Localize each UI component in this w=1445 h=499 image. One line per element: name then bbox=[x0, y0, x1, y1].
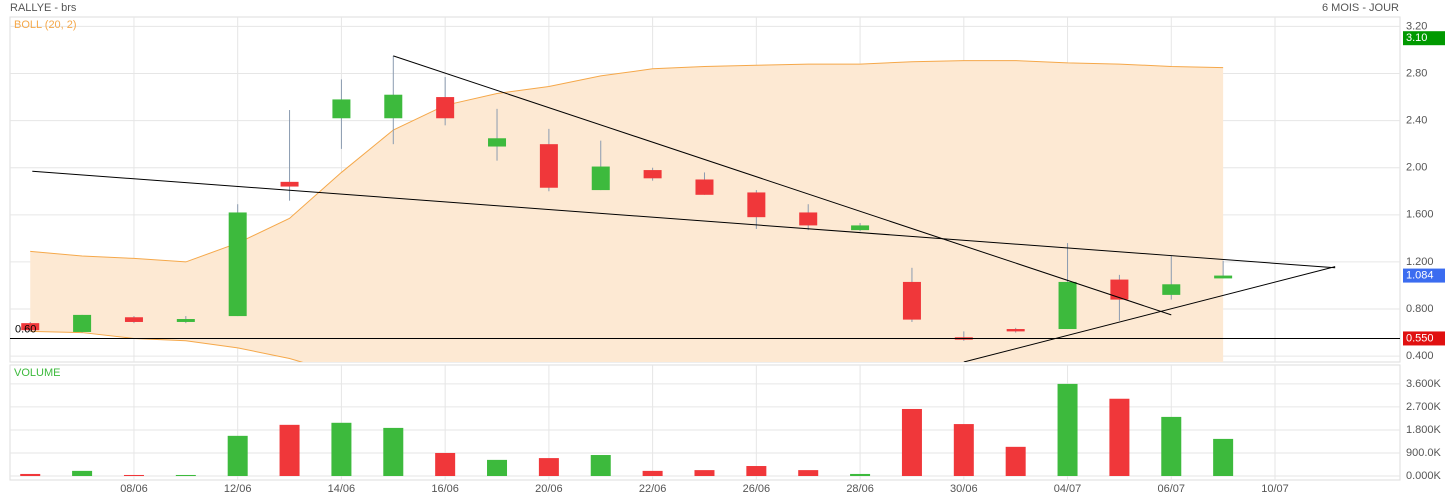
candle-body bbox=[488, 138, 507, 147]
volume-tick-label: 900.0K bbox=[1406, 447, 1442, 459]
volume-bar bbox=[953, 424, 974, 476]
period: 6 MOIS - JOUR bbox=[1322, 2, 1399, 14]
candle-body bbox=[280, 181, 299, 187]
candle-body bbox=[176, 319, 195, 322]
annotation: 0.60 bbox=[15, 323, 36, 335]
volume-bar bbox=[746, 466, 767, 476]
x-tick-label: 20/06 bbox=[535, 483, 563, 495]
trendline bbox=[963, 266, 1336, 362]
candle-body bbox=[591, 166, 610, 191]
volume-bar bbox=[538, 458, 559, 476]
volume-tick-label: 3.600K bbox=[1406, 378, 1442, 390]
volume-bar bbox=[1213, 438, 1234, 476]
trendline bbox=[32, 170, 1336, 269]
volume-bar bbox=[1161, 416, 1182, 476]
price-tag-label: 1.084 bbox=[1406, 269, 1434, 281]
candle-body bbox=[436, 97, 455, 119]
price-tag bbox=[1403, 331, 1445, 346]
x-tick-label: 08/06 bbox=[120, 483, 148, 495]
bollinger-area bbox=[30, 60, 1224, 362]
x-tick-label: 12/06 bbox=[224, 483, 252, 495]
candle-body bbox=[73, 314, 92, 332]
candle-body bbox=[384, 94, 403, 119]
x-tick-label: 04/07 bbox=[1054, 483, 1082, 495]
volume-bar bbox=[487, 459, 508, 476]
candle-body bbox=[332, 99, 351, 119]
price-tag bbox=[1403, 268, 1445, 283]
x-tick-label: 06/07 bbox=[1158, 483, 1186, 495]
volume-bar bbox=[694, 470, 715, 476]
x-tick-label: 22/06 bbox=[639, 483, 667, 495]
x-tick-label: 28/06 bbox=[846, 483, 874, 495]
volume-bar bbox=[227, 435, 248, 476]
candle-body bbox=[228, 212, 247, 317]
volume-tick-label: 1.800K bbox=[1406, 424, 1442, 436]
volume-bar bbox=[175, 474, 196, 476]
price-tag bbox=[1403, 31, 1445, 46]
volume-bar bbox=[798, 470, 819, 476]
price-tag-label: 3.10 bbox=[1406, 32, 1427, 44]
x-tick-label: 30/06 bbox=[950, 483, 978, 495]
y-tick-label: 1.200 bbox=[1406, 256, 1434, 268]
candle-body bbox=[1162, 284, 1181, 295]
candle-body bbox=[1058, 281, 1077, 330]
volume-bar bbox=[383, 427, 404, 476]
volume-bar bbox=[901, 408, 922, 476]
candle-body bbox=[799, 212, 818, 226]
candle-body bbox=[851, 225, 870, 231]
candle-body bbox=[643, 170, 662, 179]
candle-body bbox=[747, 192, 766, 218]
volume-bar bbox=[20, 473, 41, 476]
candle-body bbox=[124, 317, 143, 322]
candle-body bbox=[1006, 329, 1025, 332]
indicator-label: BOLL (20, 2) bbox=[14, 19, 77, 31]
y-tick-label: 2.40 bbox=[1406, 115, 1427, 127]
x-tick-label: 26/06 bbox=[743, 483, 771, 495]
y-tick-label: 1.600 bbox=[1406, 209, 1434, 221]
volume-label: VOLUME bbox=[14, 367, 60, 379]
volume-bar bbox=[590, 455, 611, 476]
y-tick-label: 0.800 bbox=[1406, 303, 1434, 315]
candle-body bbox=[539, 144, 558, 188]
volume-bar bbox=[331, 422, 352, 476]
x-tick-label: 16/06 bbox=[431, 483, 459, 495]
volume-tick-label: 0.000K bbox=[1406, 470, 1442, 482]
x-tick-label: 14/06 bbox=[328, 483, 356, 495]
y-tick-label: 3.20 bbox=[1406, 20, 1427, 32]
candle-body bbox=[1110, 279, 1129, 300]
y-tick-label: 2.80 bbox=[1406, 67, 1427, 79]
volume-panel bbox=[9, 364, 1401, 481]
volume-bar bbox=[123, 474, 144, 476]
price-tag-label: 0.550 bbox=[1406, 332, 1434, 344]
volume-bar bbox=[1005, 446, 1026, 476]
price-plot bbox=[21, 55, 1336, 362]
volume-bar bbox=[1109, 398, 1130, 476]
candle-body bbox=[695, 179, 714, 195]
volume-tick-label: 2.700K bbox=[1406, 401, 1442, 413]
y-tick-label: 0.400 bbox=[1406, 350, 1434, 362]
volume-bar bbox=[72, 470, 93, 476]
volume-bar bbox=[1057, 383, 1078, 476]
candle-body bbox=[21, 323, 40, 331]
volume-bar bbox=[435, 452, 456, 476]
chart-title: RALLYE - brs bbox=[10, 2, 77, 14]
bollinger-lower bbox=[30, 330, 304, 362]
volume-bar bbox=[642, 470, 663, 476]
volume-bar bbox=[850, 473, 871, 476]
y-tick-label: 2.00 bbox=[1406, 162, 1427, 174]
candle-body bbox=[902, 281, 921, 320]
volume-bar bbox=[279, 424, 300, 476]
candle-body bbox=[1214, 275, 1233, 279]
trendline bbox=[393, 55, 1172, 316]
x-tick-label: 10/07 bbox=[1261, 483, 1289, 495]
